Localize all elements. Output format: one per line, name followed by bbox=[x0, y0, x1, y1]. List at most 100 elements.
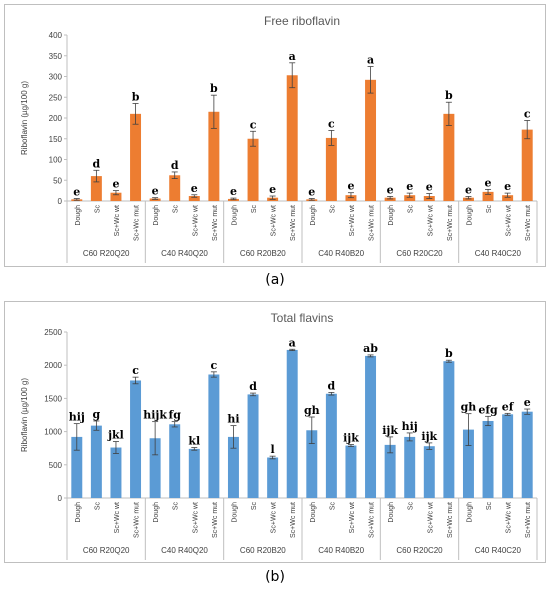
significance-letter: e bbox=[73, 186, 80, 199]
y-axis-label: Riboflavin (µg/100 g) bbox=[20, 81, 29, 155]
significance-letter: e bbox=[191, 182, 198, 195]
x-tick-label: Dough bbox=[310, 205, 317, 226]
group-label: C40 R40C20 bbox=[475, 546, 522, 555]
significance-letter: d bbox=[93, 157, 101, 170]
bar bbox=[384, 197, 396, 201]
x-tick-label: Sc bbox=[94, 205, 101, 214]
bar bbox=[443, 361, 455, 498]
significance-letter: ijk bbox=[343, 432, 359, 445]
chart-free-riboflavin: Free riboflavin Riboflavin (µg/100 g) 0 50 1… bbox=[20, 14, 538, 263]
significance-letter: e bbox=[504, 180, 511, 193]
bar bbox=[110, 447, 122, 498]
significance-letter: e bbox=[347, 180, 354, 193]
x-tick-label: Sc bbox=[486, 205, 493, 214]
x-tick-label: Sc+Wc wt bbox=[506, 205, 513, 236]
x-tick-label: Dough bbox=[153, 205, 160, 226]
panel-a: Free riboflavin Riboflavin (µg/100 g) 0 50 1… bbox=[4, 4, 546, 267]
bar bbox=[188, 448, 200, 498]
bar bbox=[325, 137, 337, 201]
bar bbox=[482, 420, 494, 498]
significance-letter: b bbox=[132, 90, 140, 103]
panel-b: Total flavins Riboflavin (µg/100 g) 0 500 10… bbox=[4, 301, 546, 563]
bar bbox=[404, 436, 416, 498]
significance-letter: d bbox=[171, 159, 179, 172]
significance-letter: c bbox=[132, 364, 139, 377]
x-tick-label: Sc+Wc mut bbox=[212, 502, 219, 538]
chart-title: Total flavins bbox=[271, 311, 334, 325]
bar bbox=[247, 394, 259, 498]
significance-letter: e bbox=[112, 178, 119, 191]
bar bbox=[110, 192, 122, 201]
significance-letter: ef bbox=[502, 400, 515, 413]
significance-letter: b bbox=[445, 89, 453, 102]
x-tick-label: Sc+Wc wt bbox=[349, 502, 356, 533]
x-tick-label: Sc bbox=[173, 205, 180, 214]
x-tick-label: Sc+Wc wt bbox=[192, 205, 199, 236]
x-tick-label: Dough bbox=[310, 502, 317, 523]
x-tick-label: Dough bbox=[388, 205, 395, 226]
significance-letter: ijk bbox=[382, 424, 398, 437]
significance-letter: efg bbox=[478, 403, 498, 416]
significance-letter: ab bbox=[363, 342, 378, 355]
x-tick-label: Sc bbox=[408, 502, 415, 511]
bar bbox=[345, 195, 357, 201]
group-label: C40 R40Q20 bbox=[161, 546, 208, 555]
bar bbox=[365, 79, 377, 201]
x-tick-label: Sc+Wc wt bbox=[506, 502, 513, 533]
significance-letter: hi bbox=[227, 413, 239, 426]
chart-total-flavins: Total flavins Riboflavin (µg/100 g) 0 500 10… bbox=[20, 311, 538, 560]
x-tick-label: Sc bbox=[94, 502, 101, 511]
group-label: C60 R20Q20 bbox=[83, 249, 130, 258]
group-label: C60 R20Q20 bbox=[83, 546, 130, 555]
panel-label-b: (b) bbox=[265, 569, 285, 585]
bar bbox=[149, 198, 161, 201]
group-label: C60 R20B20 bbox=[240, 249, 286, 258]
significance-letter: e bbox=[387, 183, 394, 196]
significance-letter: d bbox=[249, 380, 257, 393]
bar bbox=[286, 75, 298, 201]
bar bbox=[443, 113, 455, 201]
x-tick-label: Sc+Wc wt bbox=[349, 205, 356, 236]
significance-letter: gh bbox=[304, 404, 320, 417]
bar bbox=[502, 414, 514, 498]
y-tick-label: 1500 bbox=[44, 394, 62, 403]
significance-letter: c bbox=[328, 117, 335, 130]
x-tick-label: Sc+Wc mut bbox=[290, 205, 297, 241]
x-tick-label: Sc bbox=[329, 502, 336, 511]
significance-letter: b bbox=[445, 347, 453, 360]
bar bbox=[149, 438, 161, 498]
x-tick-label: Dough bbox=[75, 502, 82, 523]
bar bbox=[384, 444, 396, 498]
group-label: C40 R40Q20 bbox=[161, 249, 208, 258]
x-tick-label: Sc bbox=[408, 205, 415, 214]
y-tick-label: 0 bbox=[58, 197, 63, 206]
y-tick-label: 2000 bbox=[44, 361, 62, 370]
y-tick-label: 350 bbox=[49, 52, 63, 61]
y-tick-label: 2500 bbox=[44, 328, 62, 337]
group-label: C40 R40B20 bbox=[318, 249, 364, 258]
significance-letter: e bbox=[465, 183, 472, 196]
y-tick-label: 200 bbox=[49, 114, 63, 123]
x-tick-label: Dough bbox=[466, 502, 473, 523]
x-tick-label: Sc+Wc wt bbox=[271, 502, 278, 533]
bar bbox=[130, 380, 142, 498]
panel-label-a: (a) bbox=[265, 272, 285, 288]
x-tick-label: Sc bbox=[251, 502, 258, 511]
bar bbox=[521, 411, 533, 498]
significance-letter: e bbox=[230, 185, 237, 198]
bar bbox=[306, 430, 318, 498]
x-tick-label: Sc+Wc mut bbox=[290, 502, 297, 538]
significance-letter: e bbox=[524, 396, 531, 409]
significance-letter: d bbox=[328, 379, 336, 392]
group-label: C60 R20C20 bbox=[396, 249, 443, 258]
significance-letter: fg bbox=[168, 409, 181, 422]
x-tick-label: Dough bbox=[388, 502, 395, 523]
significance-letter: c bbox=[250, 118, 257, 131]
group-label: C40 R40B20 bbox=[318, 546, 364, 555]
significance-letter: a bbox=[289, 50, 296, 63]
bar bbox=[404, 195, 416, 201]
bar bbox=[247, 138, 259, 201]
y-tick-label: 1000 bbox=[44, 428, 62, 437]
significance-letter: e bbox=[308, 186, 315, 199]
significance-letter: g bbox=[93, 408, 101, 421]
